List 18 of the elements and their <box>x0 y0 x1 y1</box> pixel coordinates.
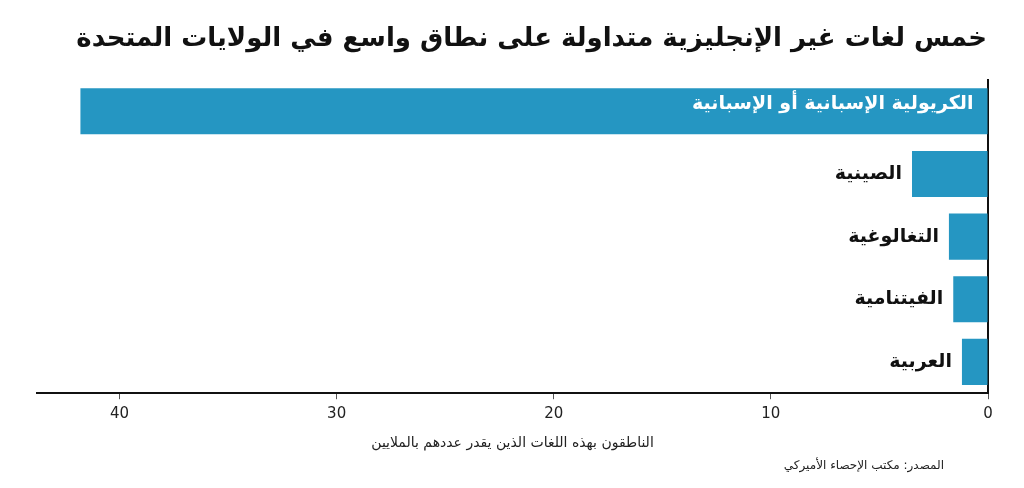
bar <box>912 150 988 198</box>
text: المصدر: مكتب الإحصاء الأميركي <box>783 458 944 472</box>
bar <box>953 276 988 323</box>
bar <box>961 338 988 385</box>
x-tick-label: 30 <box>327 404 347 423</box>
bar <box>948 213 988 260</box>
x-tick-label: 10 <box>761 404 781 423</box>
y-tick-label: الصينية <box>834 160 903 183</box>
x-tick-label: 20 <box>544 404 564 423</box>
x-tick-label: 0 <box>983 404 993 423</box>
y-tick-label: العربية <box>889 348 952 372</box>
chart-title: خمس لغات غير الإنجليزية متداولة على نطاق واسع في الولايات المتحدة <box>76 22 987 52</box>
y-tick-label: الفيتنامية <box>854 286 944 309</box>
x-axis-title: الناطقون بهذه اللغات الذين يقدر عددهم بالملايين <box>371 434 654 452</box>
bar <box>80 88 988 135</box>
y-tick-label: الكريولية الإسبانية أو الإسبانية <box>692 90 974 115</box>
x-tick-label: 40 <box>109 404 130 423</box>
y-tick-label: التغالوغية <box>848 223 939 247</box>
